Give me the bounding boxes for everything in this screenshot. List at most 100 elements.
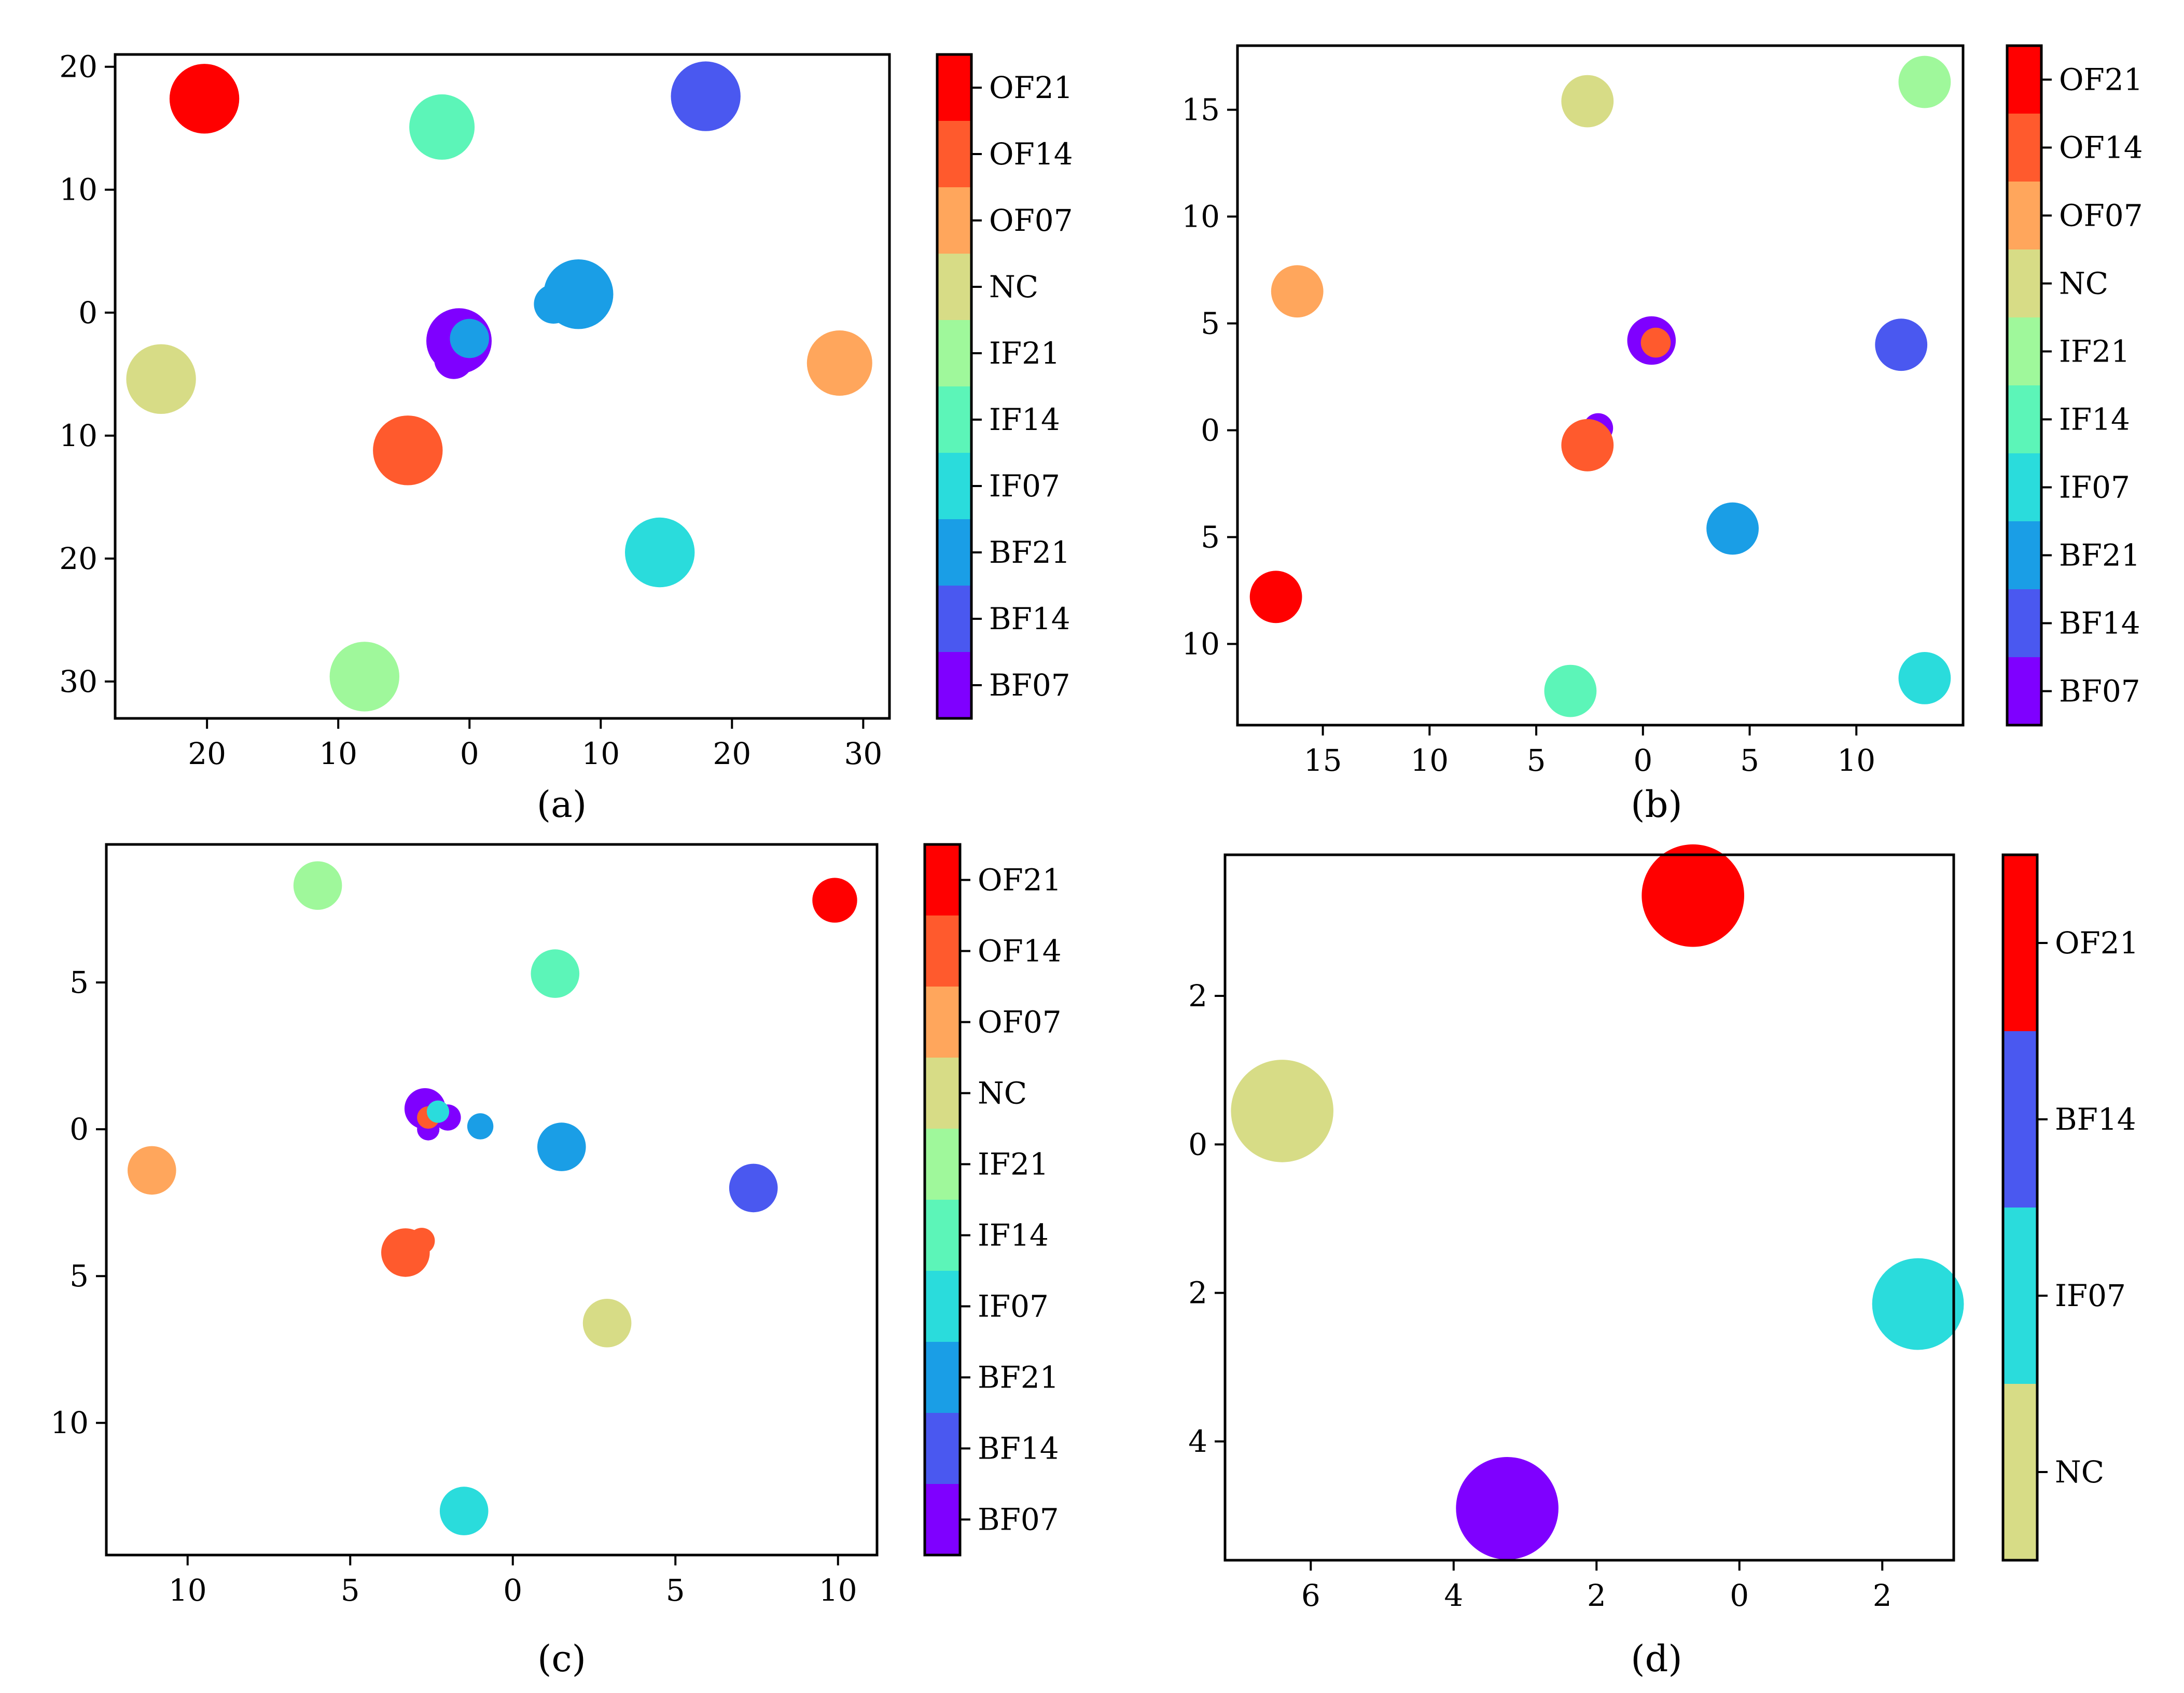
colorbar-label: NC: [978, 1076, 1027, 1111]
x-tick-label: 4: [1444, 1578, 1463, 1613]
colorbar-segment-of21: [925, 844, 960, 916]
colorbar-segment-bf07: [2007, 657, 2041, 726]
colorbar-label: BF07: [2059, 674, 2140, 709]
y-tick-label: 10: [1181, 199, 1220, 234]
colorbar-label: IF07: [2055, 1278, 2126, 1313]
x-tick-label: 2: [1587, 1578, 1606, 1613]
point-if07: [625, 517, 695, 588]
point-bf14: [671, 61, 741, 131]
x-tick-label: 10: [1837, 743, 1875, 778]
colorbar-segment-nc: [937, 254, 971, 321]
point-if07: [1898, 652, 1951, 704]
colorbar-label: BF21: [989, 535, 1070, 570]
point-if14: [1544, 664, 1597, 717]
point-bf21: [450, 318, 489, 358]
point-bf07: [1456, 1457, 1559, 1560]
point-if14: [531, 949, 580, 998]
colorbar-label: IF21: [978, 1147, 1049, 1182]
colorbar-segment-of14: [2007, 114, 2041, 182]
x-tick-label: 0: [1633, 743, 1652, 778]
panel-d: 6 4 2 0 2 2 0 2 4 OF21 BF14 IF07 NC (d): [1188, 844, 2139, 1680]
x-tick-label: 10: [581, 736, 620, 771]
point-nc: [1231, 1060, 1333, 1162]
plot-frame: [1223, 853, 1955, 1562]
point-if07: [439, 1487, 489, 1535]
colorbar-frame: [936, 53, 973, 720]
point-of21: [169, 64, 240, 134]
colorbar-label: BF14: [2055, 1102, 2136, 1137]
point-bf14: [1875, 318, 1928, 371]
point-bf21: [467, 1113, 494, 1140]
colorbar-label: OF14: [2059, 130, 2143, 165]
panel-c: 10 5 0 5 10 5 0 5 10 OF21 OF14 OF07 NC IF21 IF14 IF07 BF…: [50, 843, 1062, 1680]
point-if14: [409, 94, 475, 160]
colorbar-label: BF21: [978, 1360, 1059, 1395]
x-tick-label: 0: [1730, 1578, 1749, 1613]
x-tick-label: 10: [1410, 743, 1449, 778]
colorbar-segment-if14: [925, 1200, 960, 1271]
point-if07: [1872, 1258, 1964, 1350]
colorbar-segment-of21: [2007, 46, 2041, 114]
point-of14: [1640, 327, 1671, 358]
colorbar-segment-bf21: [925, 1342, 960, 1413]
y-tick-label: 5: [69, 1258, 89, 1294]
x-tick-label: 5: [1740, 743, 1759, 778]
colorbar-segment-if07: [2007, 453, 2041, 522]
colorbar-label: OF21: [2059, 62, 2143, 98]
colorbar-frame: [923, 843, 962, 1557]
point-of07: [127, 1146, 176, 1195]
panel-label: (a): [537, 783, 587, 826]
colorbar-frame: [2001, 853, 2039, 1562]
colorbar-label: OF14: [989, 136, 1073, 172]
x-tick-label: 30: [844, 736, 882, 771]
y-tick-label: 0: [69, 1112, 89, 1147]
point-if21: [293, 861, 342, 910]
plot-frame: [105, 843, 879, 1557]
point-bf21: [1706, 502, 1759, 555]
colorbar-label: IF07: [989, 468, 1060, 504]
y-tick-label: 2: [1188, 1275, 1207, 1311]
x-tick-label: 20: [188, 736, 226, 771]
colorbar-label: IF14: [989, 402, 1060, 437]
y-tick-label: 10: [1181, 626, 1220, 661]
colorbar-segment-of07: [937, 187, 971, 254]
x-tick-label: 10: [169, 1573, 207, 1608]
panel-b: 15 10 5 0 5 10 15 10 5 0 5 10 OF21 OF14 OF07 NC IF21 IF14…: [1181, 44, 2143, 826]
point-nc: [1561, 75, 1614, 128]
colorbar-segment-of14: [925, 915, 960, 987]
colorbar-segment-bf14: [925, 1413, 960, 1484]
colorbar-label: OF07: [989, 203, 1073, 238]
colorbar-segment-of07: [925, 987, 960, 1058]
colorbar-segment-of07: [2007, 182, 2041, 250]
colorbar-segment-if21: [2007, 317, 2041, 386]
colorbar-label: OF21: [2055, 925, 2139, 961]
x-tick-label: 0: [460, 736, 479, 771]
colorbar-frame: [2006, 44, 2043, 727]
colorbar-label: BF14: [978, 1431, 1059, 1466]
point-of07: [806, 330, 872, 396]
colorbar-label: OF07: [978, 1005, 1062, 1040]
x-tick-label: 0: [503, 1573, 522, 1608]
colorbar-label: IF21: [2059, 334, 2130, 369]
colorbar-segment-if14: [2007, 385, 2041, 454]
x-tick-label: 20: [713, 736, 751, 771]
colorbar-label: BF14: [2059, 606, 2140, 641]
point-of14: [1561, 419, 1614, 471]
y-tick-label: 0: [78, 295, 98, 330]
colorbar-segment-if07: [2003, 1208, 2037, 1384]
colorbar-segment-bf21: [2007, 521, 2041, 590]
point-of21: [1249, 571, 1302, 623]
colorbar-label: OF14: [978, 934, 1062, 969]
point-of14: [409, 1228, 435, 1254]
colorbar-segment-bf21: [937, 519, 971, 586]
plot-frame: [114, 53, 891, 720]
y-tick-label: 2: [1188, 978, 1207, 1014]
point-bf21: [534, 284, 573, 324]
point-of07: [1271, 265, 1324, 318]
x-tick-label: 6: [1301, 1578, 1320, 1613]
colorbar-segment-of21: [937, 54, 971, 121]
point-bf14: [729, 1163, 778, 1213]
point-of14: [373, 415, 443, 485]
colorbar-segment-of21: [2003, 855, 2037, 1032]
point-nc: [126, 344, 196, 414]
